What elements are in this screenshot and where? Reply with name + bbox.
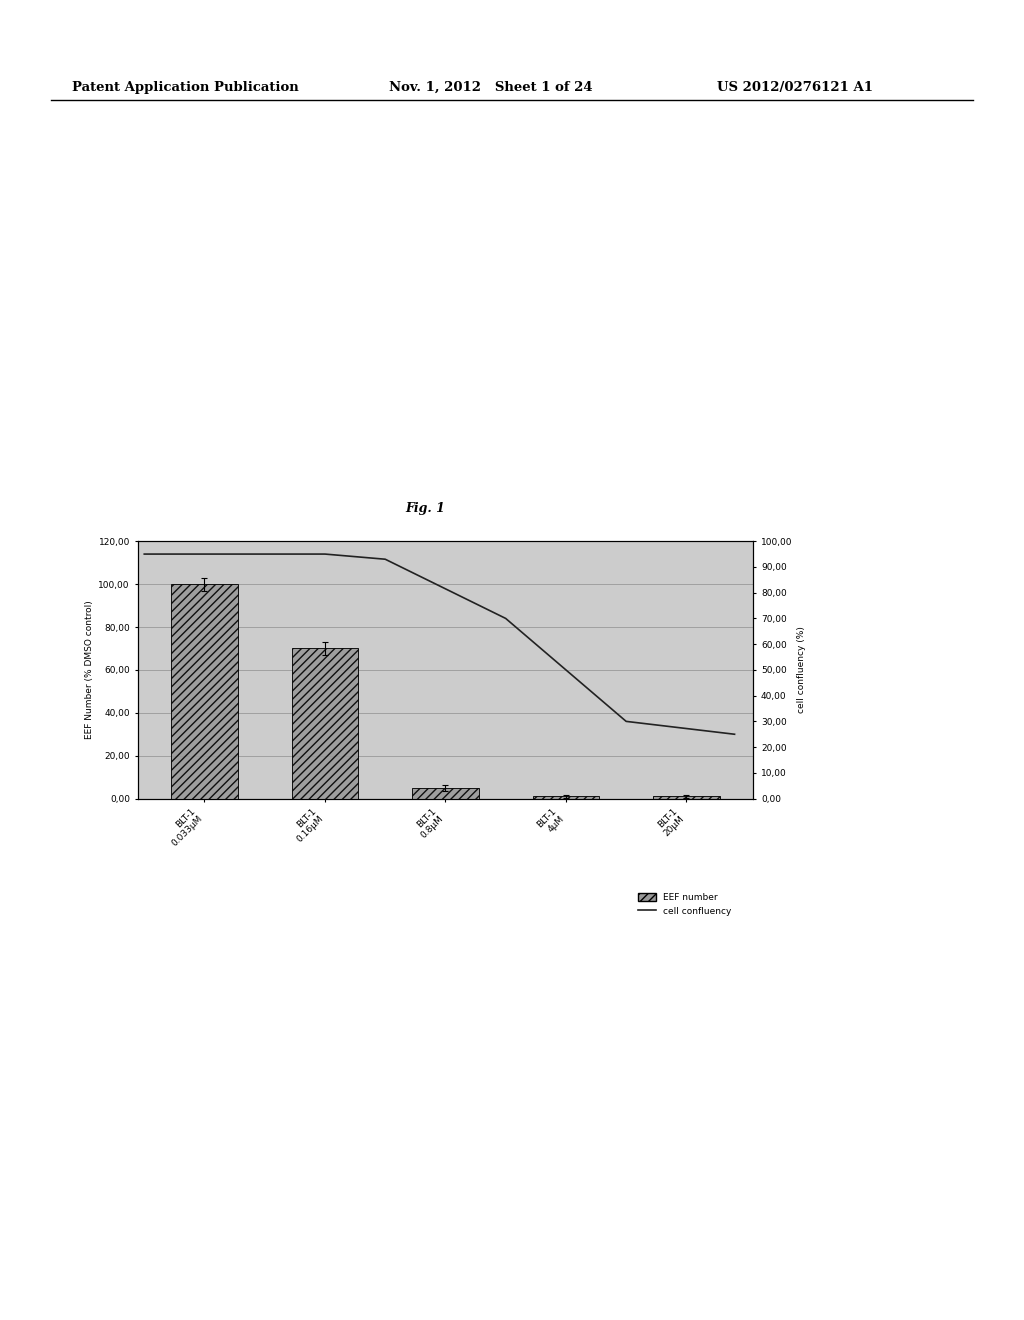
Bar [171, 583, 238, 799]
Bar [532, 796, 599, 799]
Text: Nov. 1, 2012   Sheet 1 of 24: Nov. 1, 2012 Sheet 1 of 24 [389, 81, 593, 94]
Bar [292, 648, 358, 799]
Y-axis label: cell confluency (%): cell confluency (%) [797, 627, 806, 713]
Bar [413, 788, 478, 799]
Text: Patent Application Publication: Patent Application Publication [72, 81, 298, 94]
Legend: EEF number, cell confluency: EEF number, cell confluency [634, 890, 735, 919]
Text: US 2012/0276121 A1: US 2012/0276121 A1 [717, 81, 872, 94]
Bar [653, 796, 720, 799]
Text: Fig. 1: Fig. 1 [406, 502, 444, 515]
Y-axis label: EEF Number (% DMSO control): EEF Number (% DMSO control) [85, 601, 94, 739]
